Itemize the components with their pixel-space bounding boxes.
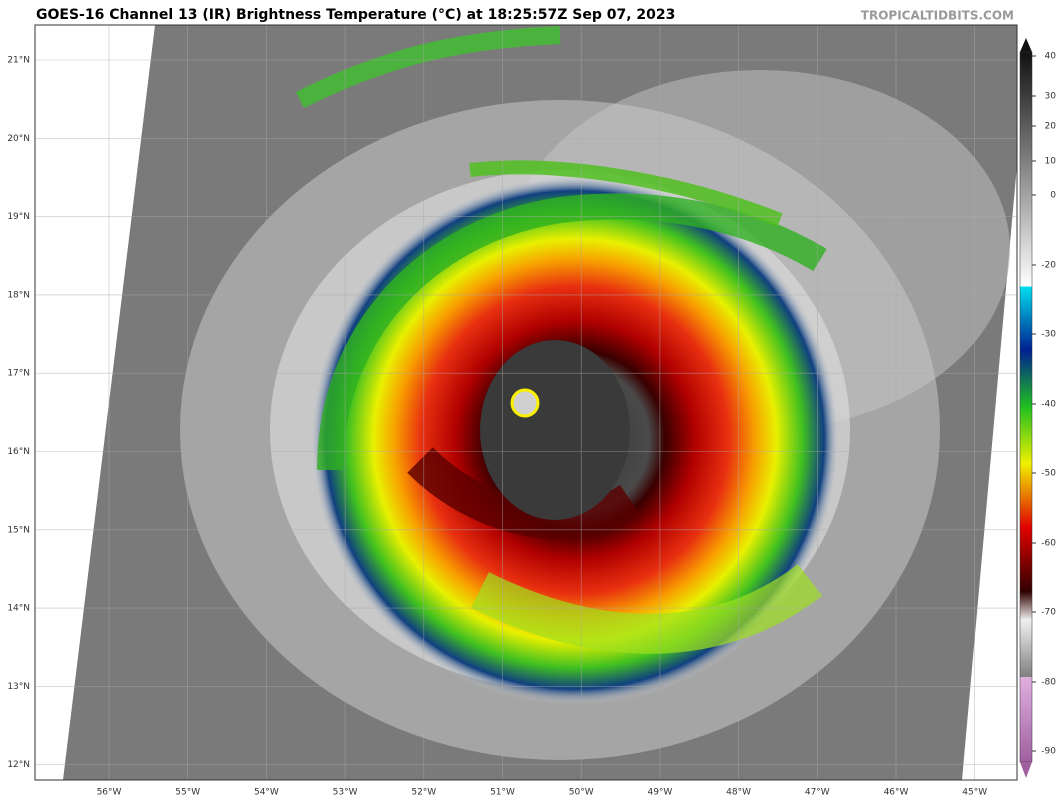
map-frame — [34, 24, 1018, 781]
colorbar-label: -70 — [1041, 608, 1056, 618]
lat-label: 16°N — [7, 447, 30, 457]
colorbar-label: -50 — [1041, 469, 1056, 479]
lat-label: 19°N — [7, 212, 30, 222]
colorbar-label: -80 — [1041, 678, 1056, 688]
colorbar-label: -60 — [1041, 539, 1056, 549]
lon-label: 48°W — [726, 788, 751, 798]
lon-label: 47°W — [805, 788, 830, 798]
colorbar-arrow — [1020, 38, 1032, 52]
colorbar-arrow — [1020, 762, 1032, 778]
colorbar-label: 10 — [1045, 157, 1057, 167]
lat-label: 17°N — [7, 369, 30, 379]
lat-label: 20°N — [7, 134, 30, 144]
colorbar-label: 40 — [1045, 52, 1057, 62]
rain-band — [317, 193, 827, 471]
lat-label: 21°N — [7, 56, 30, 66]
lon-label: 55°W — [175, 788, 200, 798]
rain-band — [407, 446, 640, 539]
lat-label: 14°N — [7, 604, 30, 614]
lon-label: 46°W — [884, 788, 909, 798]
eye — [510, 388, 540, 418]
source: TROPICALTIDBITS.COM — [861, 9, 1014, 23]
colorbar — [1019, 51, 1033, 763]
rain-band — [469, 160, 783, 227]
lon-label: 56°W — [97, 788, 122, 798]
lon-label: 45°W — [962, 788, 987, 798]
lon-label: 52°W — [411, 788, 436, 798]
lon-label: 51°W — [490, 788, 515, 798]
colorbar-label: -40 — [1041, 400, 1056, 410]
title: GOES-16 Channel 13 (IR) Brightness Tempe… — [36, 7, 675, 23]
colorbar-label: -90 — [1041, 747, 1056, 757]
lon-label: 49°W — [647, 788, 672, 798]
colorbar-label: 20 — [1045, 122, 1057, 132]
colorbar-label: 30 — [1045, 92, 1057, 102]
colorbar-label: 0 — [1050, 191, 1056, 201]
rain-band — [471, 564, 823, 654]
grid — [35, 25, 1017, 780]
lon-label: 50°W — [569, 788, 594, 798]
lon-label: 53°W — [333, 788, 358, 798]
lat-label: 18°N — [7, 290, 30, 300]
lat-label: 13°N — [7, 682, 30, 692]
lat-label: 12°N — [7, 760, 30, 770]
rain-band — [295, 26, 561, 109]
colorbar-label: -30 — [1041, 330, 1056, 340]
lon-label: 54°W — [254, 788, 279, 798]
colorbar-label: -20 — [1041, 261, 1056, 271]
lat-label: 15°N — [7, 525, 30, 535]
imagery — [35, 25, 1017, 780]
central-dense-overcast — [480, 340, 630, 520]
